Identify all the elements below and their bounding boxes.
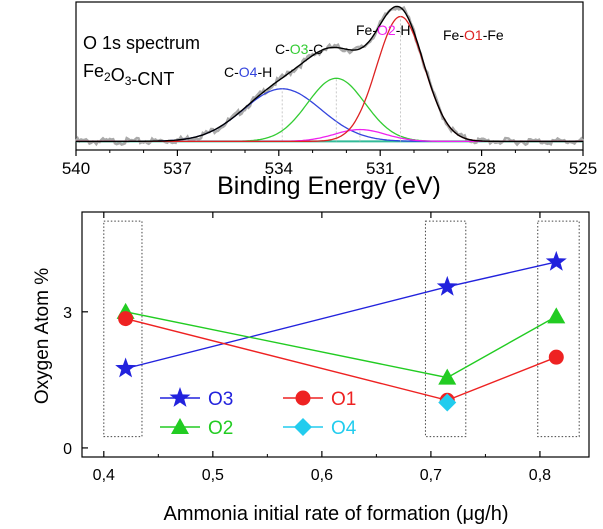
xps-envelope [76, 5, 583, 143]
legend-label: O2 [208, 418, 233, 439]
peak-label-part: -C [308, 41, 323, 57]
point-o1 [548, 349, 564, 365]
peak-label-part: -H [396, 22, 411, 38]
point-o4 [438, 393, 457, 412]
legend-marker [171, 418, 189, 434]
oxygen-y-axis-ticks: 03 [63, 305, 88, 458]
xps-plot-area [74, 5, 585, 147]
oxygen-x-tick-label: 0,5 [202, 467, 224, 484]
legend-label: O4 [331, 418, 357, 439]
title-part: O 1s spectrum [83, 33, 200, 53]
xps-plot-frame [75, 1, 584, 151]
oxygen-x-tick-label: 0,6 [311, 467, 333, 484]
peak-label-part: C- [275, 41, 290, 57]
xps-x-axis-ticks: 540 537 534 531 528 525 [62, 150, 597, 178]
point-o3 [436, 275, 458, 296]
oxygen-x-tick-label: 0,8 [529, 467, 551, 484]
title-part: O [111, 65, 125, 85]
point-o2 [438, 368, 457, 385]
peak-label-part: O3 [290, 41, 309, 57]
legend: O3 O1 O2 O4 [160, 387, 357, 439]
point-o2 [547, 307, 566, 324]
peak-label-part: O1 [464, 27, 483, 43]
xps-x-tick-label: 531 [366, 159, 394, 178]
highlight-box [537, 220, 580, 438]
oxygen-y-tick-label: 0 [63, 441, 72, 458]
oxygen-x-tick-label: 0,7 [420, 467, 442, 484]
xps-x-tick-label: 525 [569, 159, 597, 178]
xps-title-line: Fe2O3-CNT [83, 61, 174, 89]
highlight-box [424, 220, 467, 438]
oxygen-y-tick-label: 3 [63, 305, 72, 322]
point-o1 [118, 311, 134, 327]
point-o3 [115, 357, 137, 378]
oxygen-x-axis-ticks: 0,4 0,5 0,6 0,7 0,8 [93, 212, 551, 484]
xps-x-tick-label: 537 [163, 159, 191, 178]
xps-raw-data [74, 5, 585, 147]
oxygen-series [115, 250, 567, 412]
peak-label-part: O2 [377, 22, 396, 38]
xps-spectrum-panel: 540 537 534 531 528 525 O 1s spectrumFe2O3-CN… [62, 1, 597, 200]
xps-x-tick-label: 534 [265, 159, 293, 178]
xps-peak-label-o1: Fe-O1-Fe [443, 27, 504, 43]
highlight-box [103, 220, 143, 438]
oxygen-x-tick-label: 0,4 [93, 467, 115, 484]
legend-marker [295, 390, 311, 406]
xps-x-tick-label: 540 [62, 159, 90, 178]
xps-peak-label-o3: C-O3-C [275, 41, 323, 57]
oxygen-x-axis-label: Ammonia initial rate of formation (μg/h) [164, 503, 509, 525]
xps-x-axis-label: Binding Energy (eV) [217, 172, 441, 200]
xps-peak-label-o2: Fe-O2-H [356, 22, 410, 38]
legend-marker [169, 387, 191, 407]
xps-peak-o4 [76, 88, 583, 143]
title-part: 2 [104, 70, 111, 84]
legend-label: O1 [331, 389, 356, 410]
peak-label-part: -Fe [483, 27, 504, 43]
highlight-boxes [103, 220, 580, 438]
peak-label-part: Fe- [443, 27, 464, 43]
xps-title: O 1s spectrum Fe2O3-CNT [83, 33, 200, 89]
xps-title-line: O 1s spectrum [83, 33, 200, 53]
xps-peak-label-o4: C-O4-H [224, 64, 272, 80]
legend-label: O3 [208, 389, 233, 410]
peak-label-part: C- [224, 64, 239, 80]
xps-x-tick-label: 528 [467, 159, 495, 178]
xps-peak-labels: C-O4-HC-O3-CFe-O2-H Fe-O1-Fe [224, 22, 504, 80]
peak-label-part: Fe- [356, 22, 377, 38]
oxygen-y-axis-label: Oxygen Atom % [32, 268, 53, 404]
title-part: 3 [125, 74, 132, 88]
legend-marker [294, 418, 312, 436]
peak-label-part: O4 [239, 64, 258, 80]
oxygen-plot-frame [81, 211, 590, 458]
point-o3 [545, 250, 567, 271]
series-line-o2 [125, 311, 557, 379]
title-part: -CNT [131, 69, 174, 89]
title-part: Fe [83, 61, 104, 81]
peak-label-part: -H [257, 64, 272, 80]
